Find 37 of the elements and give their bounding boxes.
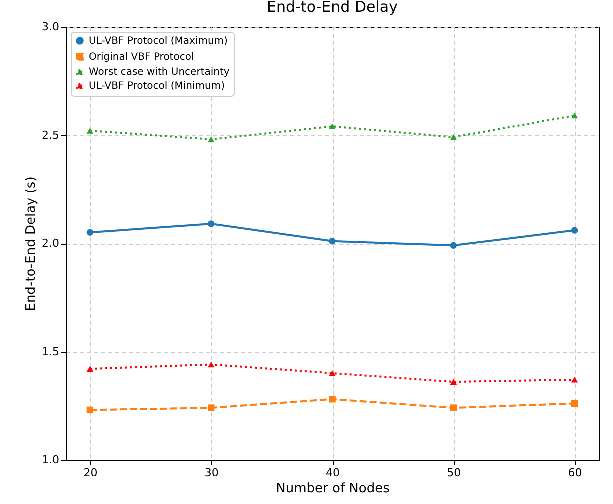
- point: [450, 404, 457, 412]
- point: [450, 242, 457, 250]
- legend-label: UL-VBF Protocol (Maximum): [89, 36, 228, 47]
- y-tick-label: 2.5: [42, 128, 60, 142]
- point: [571, 112, 578, 119]
- point: [571, 227, 578, 234]
- y-axis-title: End-to-End Delay (s): [24, 176, 40, 312]
- y-tick-label: 3.0: [42, 20, 60, 34]
- point: [86, 128, 94, 134]
- x-tick-label: 60: [568, 466, 582, 480]
- point: [329, 370, 336, 376]
- legend-label: UL-VBF Protocol (Minimum): [89, 81, 226, 92]
- y-tick-label: 2.0: [42, 237, 60, 250]
- point: [208, 136, 215, 142]
- x-tick-label: 50: [447, 466, 462, 480]
- y-tick-label: 1.0: [42, 454, 60, 466]
- chart-title: End-to-End Delay: [267, 0, 398, 16]
- point: [86, 229, 94, 236]
- x-tick-label: 30: [204, 466, 219, 480]
- point: [86, 406, 94, 414]
- point: [450, 134, 457, 140]
- point: [329, 124, 336, 130]
- x-axis-title: Number of Nodes: [276, 482, 390, 496]
- x-tick-label: 40: [326, 466, 340, 480]
- point: [571, 376, 578, 383]
- y-tick-label: 1.5: [42, 345, 60, 358]
- point: [208, 404, 215, 412]
- point: [208, 220, 215, 228]
- x-tick-label: 20: [84, 466, 98, 480]
- point: [329, 238, 336, 245]
- point: [86, 366, 94, 372]
- point: [571, 400, 578, 408]
- point: [208, 362, 215, 368]
- legend-label: Original VBF Protocol: [89, 52, 194, 63]
- point: [329, 396, 336, 403]
- legend-label: Worst case with Uncertainty: [89, 67, 230, 78]
- point: [450, 379, 457, 385]
